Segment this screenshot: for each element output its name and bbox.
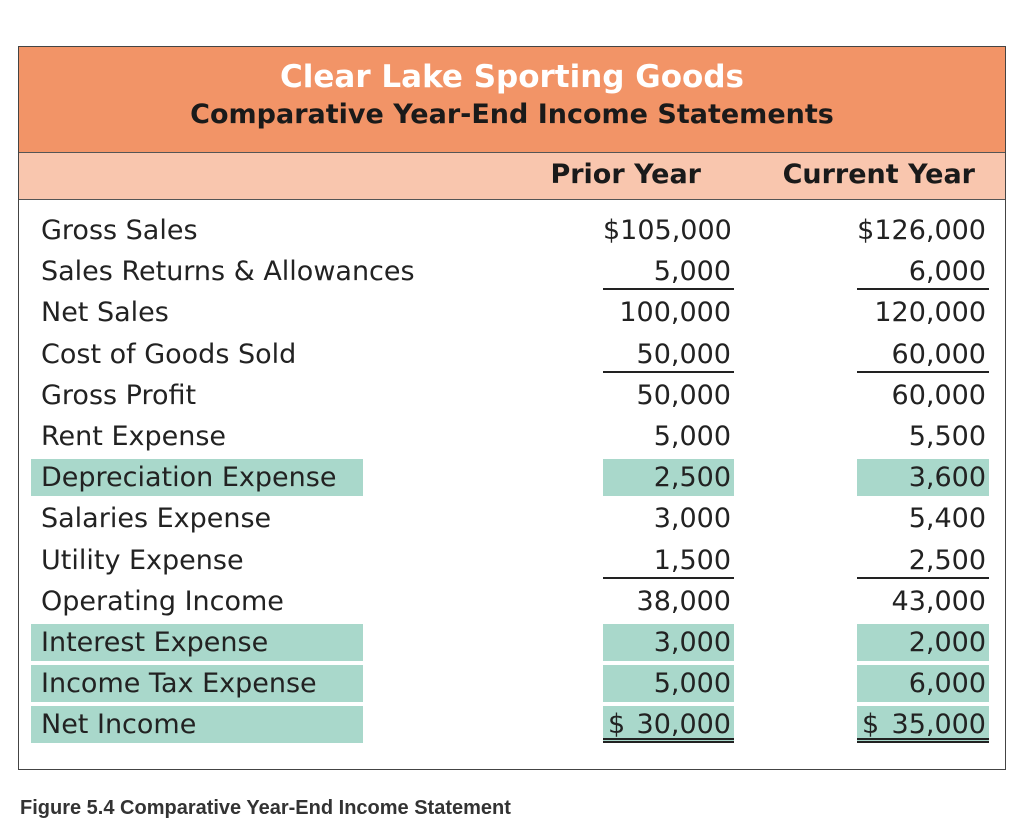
current-year-value: $35,000 — [857, 706, 989, 744]
statement-row: Sales Returns & Allowances 5,000 6,000 — [19, 253, 1005, 294]
row-label: Gross Sales — [41, 215, 198, 246]
statement-row: Interest Expense 3,000 2,000 — [19, 624, 1005, 665]
current-year-header: Current Year — [782, 159, 975, 190]
company-name: Clear Lake Sporting Goods — [280, 59, 744, 95]
current-year-value: 6,000 — [857, 253, 989, 291]
amount-text: 50,000 — [636, 379, 731, 411]
amount-text: 6,000 — [908, 668, 986, 700]
amount-text: 43,000 — [891, 585, 986, 617]
prior-year-value: 5,000 — [603, 253, 734, 291]
amount-text: 1,500 — [653, 544, 731, 576]
amount-text: $105,000 — [603, 215, 732, 246]
current-year-value: 2,500 — [857, 542, 989, 579]
prior-year-value: 3,000 — [603, 624, 734, 661]
current-year-value: 2,000 — [857, 624, 989, 661]
current-year-value: 60,000 — [857, 336, 989, 373]
amount-text: 3,000 — [653, 627, 731, 658]
statement-row: Salaries Expense 3,000 5,400 — [19, 500, 1005, 541]
amount-text: 2,500 — [653, 462, 731, 494]
current-year-value: 5,500 — [857, 418, 989, 455]
row-label: Sales Returns & Allowances — [41, 256, 415, 288]
amount-text: 5,500 — [908, 421, 986, 452]
figure-caption: Figure 5.4 Comparative Year-End Income S… — [20, 797, 511, 819]
current-year-value: 120,000 — [857, 294, 989, 331]
statement-row: Gross Profit 50,000 60,000 — [19, 377, 1005, 418]
row-label: Net Income — [31, 706, 363, 744]
row-label: Gross Profit — [41, 379, 197, 411]
amount-text: 50,000 — [636, 338, 731, 370]
row-label: Operating Income — [41, 585, 284, 617]
currency-symbol: $ — [608, 709, 626, 741]
prior-year-value: 5,000 — [603, 665, 734, 703]
amount-text: 38,000 — [636, 585, 731, 617]
amount-text: 2,500 — [908, 544, 986, 576]
current-year-value: 43,000 — [857, 583, 989, 620]
prior-year-value: 2,500 — [603, 459, 734, 497]
row-label: Rent Expense — [41, 421, 227, 452]
row-label: Salaries Expense — [41, 503, 272, 535]
amount-text: 120,000 — [874, 297, 986, 329]
column-header-band: Prior Year Current Year — [19, 153, 1005, 200]
amount-text: 6,000 — [908, 256, 986, 288]
prior-year-value: 3,000 — [603, 500, 734, 537]
amount-text: 100,000 — [619, 297, 731, 329]
statement-row: Cost of Goods Sold 50,000 60,000 — [19, 336, 1005, 377]
current-year-value: 5,400 — [857, 500, 989, 537]
amount-text: 2,000 — [908, 627, 986, 658]
current-year-value: 3,600 — [857, 459, 989, 497]
row-label: Net Sales — [41, 297, 169, 329]
amount-text: 5,400 — [908, 503, 986, 535]
prior-year-value: $105,000 — [603, 212, 734, 249]
amount-text: 3,600 — [908, 462, 986, 494]
income-statement-table: Clear Lake Sporting Goods Comparative Ye… — [18, 46, 1006, 770]
title-band: Clear Lake Sporting Goods Comparative Ye… — [19, 47, 1005, 153]
amount-text: 30,000 — [636, 709, 731, 741]
prior-year-value: $30,000 — [603, 706, 734, 744]
statement-row: Net Income $30,000 $35,000 — [19, 706, 1005, 747]
amount-text: $126,000 — [857, 215, 986, 246]
row-label: Depreciation Expense — [31, 459, 363, 497]
amount-text: 5,000 — [653, 421, 731, 452]
statement-row: Gross Sales $105,000 $126,000 — [19, 212, 1005, 253]
current-year-value: 6,000 — [857, 665, 989, 703]
prior-year-value: 38,000 — [603, 583, 734, 620]
row-label: Income Tax Expense — [31, 665, 363, 703]
prior-year-value: 50,000 — [603, 336, 734, 373]
prior-year-header: Prior Year — [550, 159, 701, 190]
statement-row: Net Sales 100,000 120,000 — [19, 294, 1005, 335]
current-year-value: 60,000 — [857, 377, 989, 414]
current-year-value: $126,000 — [857, 212, 989, 249]
amount-text: 35,000 — [891, 709, 986, 741]
statement-row: Depreciation Expense 2,500 3,600 — [19, 459, 1005, 500]
amount-text: 3,000 — [653, 503, 731, 535]
currency-symbol: $ — [862, 709, 880, 741]
amount-text: 5,000 — [653, 256, 731, 288]
statement-row: Income Tax Expense 5,000 6,000 — [19, 665, 1005, 706]
row-label: Interest Expense — [31, 624, 363, 661]
row-label: Utility Expense — [41, 544, 244, 576]
prior-year-value: 5,000 — [603, 418, 734, 455]
statement-row: Utility Expense 1,500 2,500 — [19, 542, 1005, 583]
prior-year-value: 50,000 — [603, 377, 734, 414]
amount-text: 5,000 — [653, 668, 731, 700]
amount-text: 60,000 — [891, 379, 986, 411]
prior-year-value: 1,500 — [603, 542, 734, 579]
statement-title: Comparative Year-End Income Statements — [190, 99, 834, 130]
statement-row: Rent Expense 5,000 5,500 — [19, 418, 1005, 459]
statement-row: Operating Income 38,000 43,000 — [19, 583, 1005, 624]
row-label: Cost of Goods Sold — [41, 338, 297, 370]
prior-year-value: 100,000 — [603, 294, 734, 331]
amount-text: 60,000 — [891, 338, 986, 370]
